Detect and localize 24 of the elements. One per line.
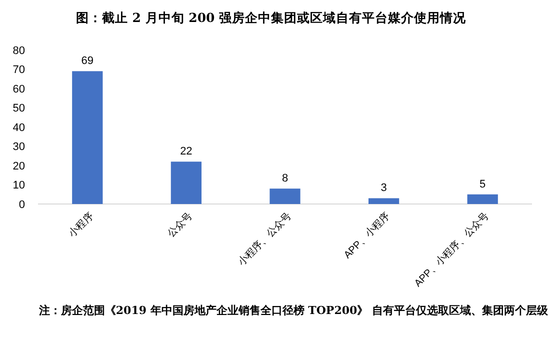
data-label: 5 bbox=[480, 178, 486, 190]
y-tick-label: 0 bbox=[18, 198, 25, 211]
data-label: 3 bbox=[380, 182, 387, 194]
data-label: 22 bbox=[180, 146, 192, 158]
y-tick-label: 60 bbox=[12, 83, 25, 96]
data-label: 8 bbox=[282, 172, 288, 185]
bar bbox=[270, 188, 300, 204]
y-tick-label: 40 bbox=[12, 122, 25, 134]
x-tick-label: 小程序、公众号 bbox=[236, 210, 294, 268]
x-tick-label: 公众号 bbox=[165, 210, 195, 240]
data-label: 69 bbox=[81, 55, 94, 68]
bar bbox=[72, 71, 103, 204]
chart-title: 图：截止 2 月中旬 200 强房企中集团或区域自有平台媒介使用情况 bbox=[76, 10, 468, 25]
y-tick-label: 50 bbox=[12, 102, 25, 115]
y-tick-label: 70 bbox=[12, 64, 25, 76]
bar bbox=[467, 194, 498, 204]
bar bbox=[368, 198, 400, 204]
y-tick-label: 80 bbox=[12, 44, 25, 57]
y-tick-label: 30 bbox=[12, 141, 25, 154]
bar bbox=[170, 162, 202, 204]
text: 注：房企范围《2019 年中国房地产企业销售全口径榜 TOP200》 自有平台仅选取区域、集团两个层级 bbox=[38, 304, 549, 317]
x-tick-label: 小程序 bbox=[66, 210, 96, 240]
y-tick-label: 10 bbox=[12, 180, 25, 192]
y-tick-label: 20 bbox=[12, 160, 25, 172]
